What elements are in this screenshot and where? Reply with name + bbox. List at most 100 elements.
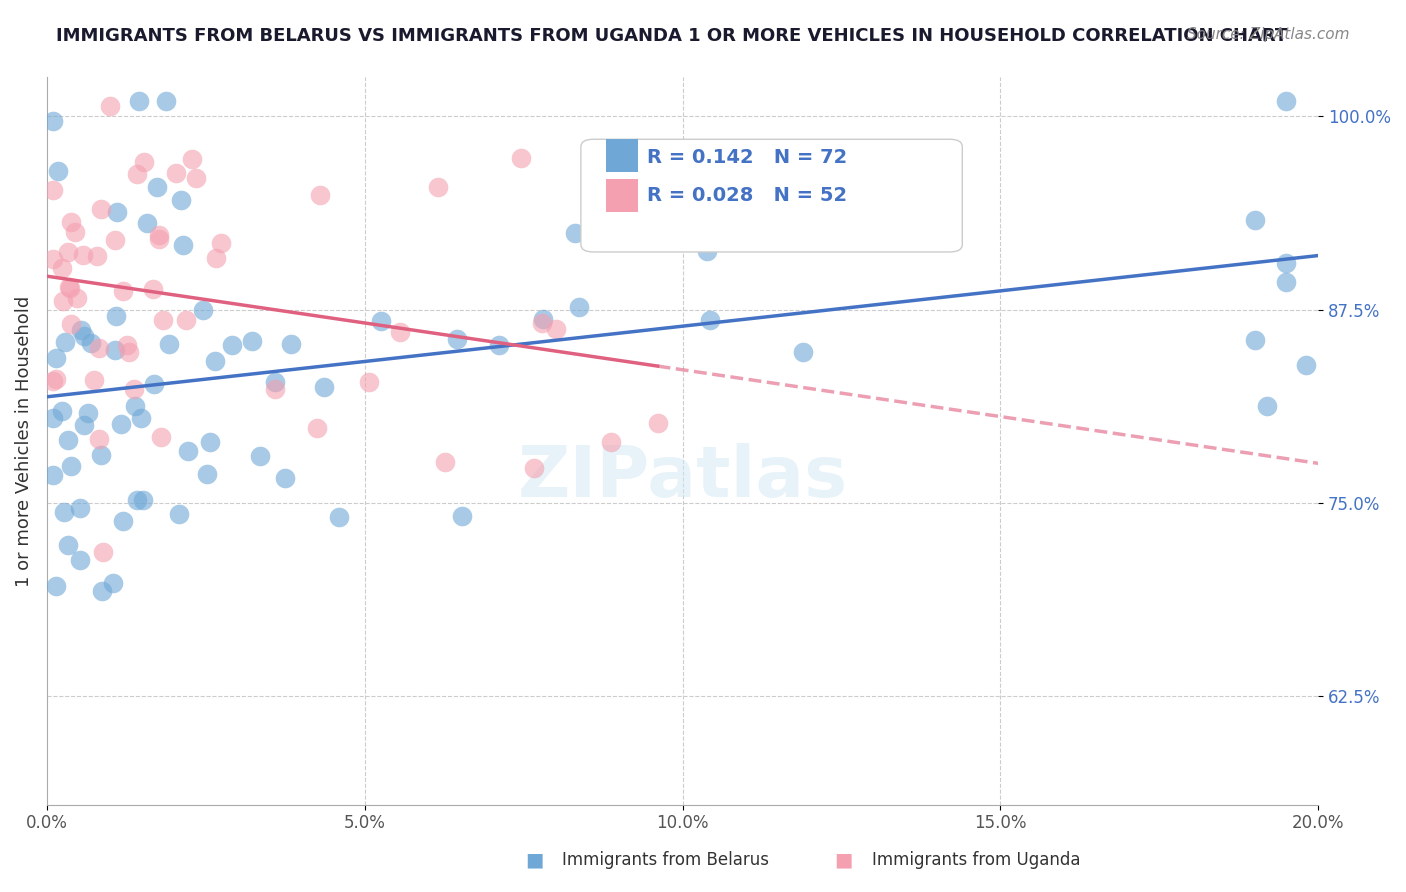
Point — [1275, 256, 1298, 270]
Point — [72, 418, 94, 433]
Point — [105, 205, 128, 219]
Point — [111, 284, 134, 298]
Point — [264, 383, 287, 397]
Text: R = 0.028   N = 52: R = 0.028 N = 52 — [647, 186, 846, 205]
Point — [699, 313, 721, 327]
Point — [110, 417, 132, 431]
Point — [307, 421, 329, 435]
Point — [240, 334, 263, 348]
Point — [52, 294, 75, 309]
Point — [167, 507, 190, 521]
Point — [742, 161, 765, 176]
Point — [90, 448, 112, 462]
Point — [792, 345, 814, 359]
Point — [131, 493, 153, 508]
Text: ■: ■ — [834, 850, 853, 869]
Point — [56, 245, 79, 260]
Point — [308, 187, 330, 202]
Point — [155, 94, 177, 108]
Point — [77, 406, 100, 420]
Point — [132, 155, 155, 169]
Point — [48, 164, 70, 178]
Point — [280, 336, 302, 351]
Point — [1295, 359, 1317, 373]
Point — [204, 354, 226, 368]
Point — [80, 336, 103, 351]
Point — [118, 344, 141, 359]
Point — [42, 411, 65, 425]
Point — [42, 183, 65, 197]
Point — [264, 375, 287, 389]
Point — [72, 248, 94, 262]
Point — [176, 313, 198, 327]
Point — [59, 317, 82, 331]
Point — [568, 300, 591, 314]
Point — [488, 338, 510, 352]
Point — [59, 281, 82, 295]
Point — [89, 342, 111, 356]
Point — [221, 338, 243, 352]
Point — [66, 291, 89, 305]
Point — [45, 371, 67, 385]
Point — [73, 329, 96, 343]
Point — [69, 553, 91, 567]
Point — [172, 238, 194, 252]
Point — [98, 99, 121, 113]
Point — [42, 113, 65, 128]
Point — [69, 500, 91, 515]
Point — [51, 403, 73, 417]
Point — [56, 433, 79, 447]
Point — [165, 166, 187, 180]
Point — [149, 430, 172, 444]
Point — [176, 443, 198, 458]
Point — [446, 332, 468, 346]
Point — [328, 510, 350, 524]
Point — [600, 434, 623, 449]
Point — [42, 374, 65, 388]
Point — [249, 449, 271, 463]
Point — [530, 316, 553, 330]
Point — [86, 248, 108, 262]
Point — [90, 202, 112, 216]
Bar — [606, 179, 638, 212]
Point — [60, 459, 83, 474]
Point — [209, 236, 232, 251]
Point — [45, 351, 67, 366]
Point — [312, 380, 335, 394]
Point — [157, 337, 180, 351]
Point — [523, 461, 546, 475]
Point — [45, 579, 67, 593]
Text: Source: ZipAtlas.com: Source: ZipAtlas.com — [1187, 27, 1350, 42]
Point — [191, 302, 214, 317]
Point — [451, 509, 474, 524]
Point — [142, 282, 165, 296]
Point — [42, 468, 65, 483]
Point — [152, 313, 174, 327]
Point — [87, 432, 110, 446]
Point — [128, 95, 150, 109]
Point — [60, 215, 83, 229]
Point — [70, 323, 93, 337]
Point — [146, 180, 169, 194]
Text: ■: ■ — [524, 850, 544, 869]
Point — [91, 583, 114, 598]
Point — [1275, 94, 1298, 108]
FancyBboxPatch shape — [581, 139, 962, 252]
Point — [1275, 275, 1298, 289]
Point — [370, 313, 392, 327]
Text: ZIPatlas: ZIPatlas — [517, 443, 848, 512]
Point — [510, 151, 533, 165]
Point — [136, 216, 159, 230]
Point — [125, 168, 148, 182]
Point — [170, 193, 193, 207]
Point — [91, 545, 114, 559]
Point — [427, 180, 450, 194]
Point — [274, 471, 297, 485]
Point — [65, 225, 87, 239]
Point — [103, 233, 125, 247]
Point — [205, 251, 228, 265]
Point — [546, 322, 568, 336]
Point — [129, 411, 152, 425]
Point — [53, 504, 76, 518]
Text: Immigrants from Belarus: Immigrants from Belarus — [562, 851, 769, 869]
